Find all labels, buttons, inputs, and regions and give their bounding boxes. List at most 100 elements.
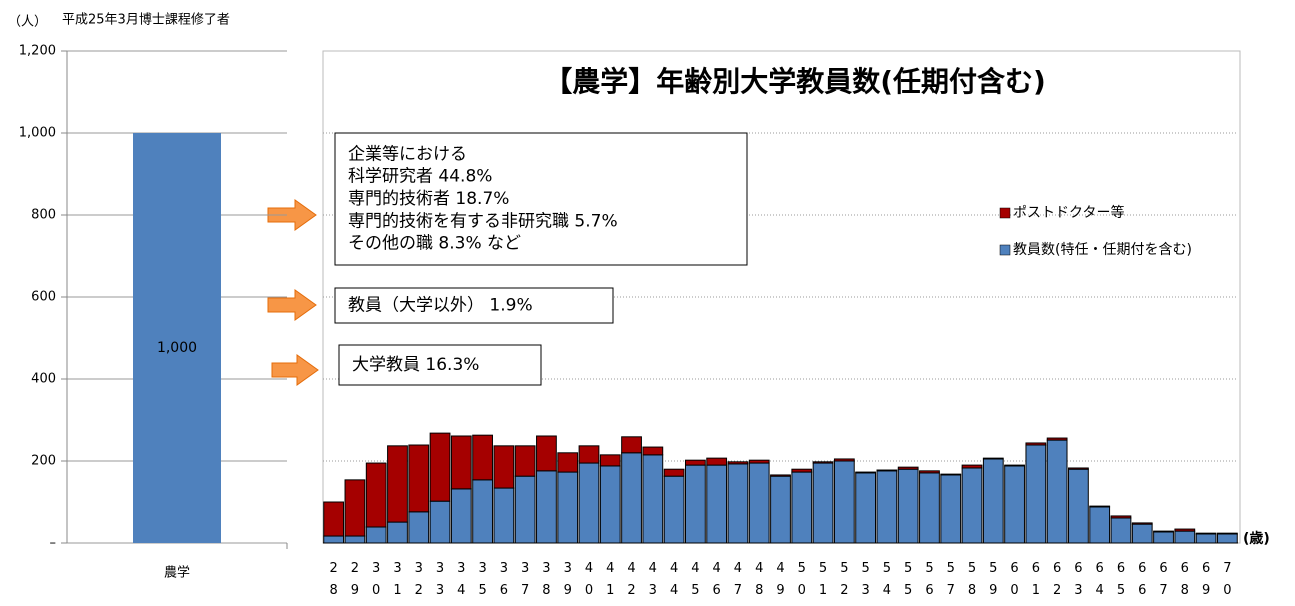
bar-segment bbox=[536, 435, 557, 472]
bar-segment bbox=[599, 465, 621, 544]
bar-segment bbox=[1089, 506, 1111, 544]
bar-segment bbox=[961, 464, 983, 469]
bar-segment bbox=[514, 475, 536, 544]
bar-segment bbox=[748, 462, 770, 544]
bar-segment bbox=[1195, 532, 1217, 535]
bar-segment bbox=[876, 470, 898, 544]
bar-segment bbox=[1153, 530, 1174, 533]
bar-segment bbox=[684, 459, 706, 466]
annotation-text: 企業等における bbox=[348, 144, 467, 164]
arrow bbox=[271, 354, 319, 386]
annotation-text: 科学研究者 44.8% bbox=[348, 167, 492, 187]
bar-segment bbox=[1131, 522, 1153, 525]
bar-segment bbox=[727, 463, 749, 544]
bar-segment bbox=[557, 452, 579, 473]
bar-segment bbox=[1068, 467, 1089, 470]
y-tick-label: 600 bbox=[31, 290, 56, 305]
bar-segment bbox=[791, 468, 813, 473]
value-label: 1,000 bbox=[157, 340, 197, 356]
bar-segment bbox=[791, 471, 813, 544]
bar-segment bbox=[578, 462, 600, 544]
y-tick-label: 1,200 bbox=[19, 44, 56, 59]
bar-segment bbox=[812, 462, 834, 544]
bar-segment bbox=[599, 454, 621, 467]
arrow bbox=[267, 289, 317, 321]
bar-segment bbox=[323, 535, 345, 544]
arrows bbox=[267, 199, 319, 386]
bar-segment bbox=[621, 436, 642, 454]
bar-segment bbox=[663, 468, 685, 477]
bar-segment bbox=[1174, 530, 1196, 544]
bar bbox=[133, 133, 221, 543]
annotation-text: 教員（大学以外） 1.9% bbox=[348, 296, 533, 316]
bar-segment bbox=[833, 458, 855, 462]
bar-segment bbox=[727, 461, 749, 465]
bar-segment bbox=[961, 467, 983, 544]
bar-segment bbox=[770, 474, 791, 477]
bar-segment bbox=[450, 435, 472, 490]
arrow bbox=[267, 199, 317, 231]
bar-segment bbox=[684, 464, 706, 544]
bar-segment bbox=[642, 454, 664, 544]
annotation-text: 大学教員 16.3% bbox=[352, 355, 479, 375]
bar-segment bbox=[1216, 533, 1238, 544]
legend-label: 教員数(特任・任期付を含む) bbox=[1013, 242, 1192, 258]
bar-segment bbox=[493, 487, 515, 544]
bar-segment bbox=[855, 471, 877, 474]
y-tick-label: 1,000 bbox=[19, 126, 56, 141]
bar-segment bbox=[940, 473, 962, 476]
bar-segment bbox=[812, 461, 834, 464]
annotation-text: 専門的技術者 18.7% bbox=[348, 189, 509, 209]
bar-segment bbox=[982, 458, 1004, 544]
y-tick-label: 800 bbox=[31, 208, 56, 223]
bar-segment bbox=[1025, 442, 1047, 446]
bar-segment bbox=[897, 466, 919, 470]
bar-segment bbox=[365, 462, 387, 528]
bar-segment bbox=[1110, 517, 1132, 544]
bar-segment bbox=[876, 469, 898, 472]
bar-segment bbox=[706, 457, 728, 466]
bar-segment bbox=[493, 445, 515, 489]
bar-segment bbox=[1195, 533, 1217, 544]
y-tick-label: – bbox=[50, 536, 57, 551]
bar-segment bbox=[514, 445, 536, 477]
bar-segment bbox=[408, 511, 430, 544]
bar-segment bbox=[344, 535, 366, 544]
y-tick-label: 400 bbox=[31, 372, 56, 387]
bar-segment bbox=[429, 432, 451, 502]
left-title: 平成25年3月博士課程修了者 bbox=[62, 12, 230, 28]
bar-segment bbox=[897, 468, 919, 544]
bar-segment bbox=[344, 479, 366, 537]
